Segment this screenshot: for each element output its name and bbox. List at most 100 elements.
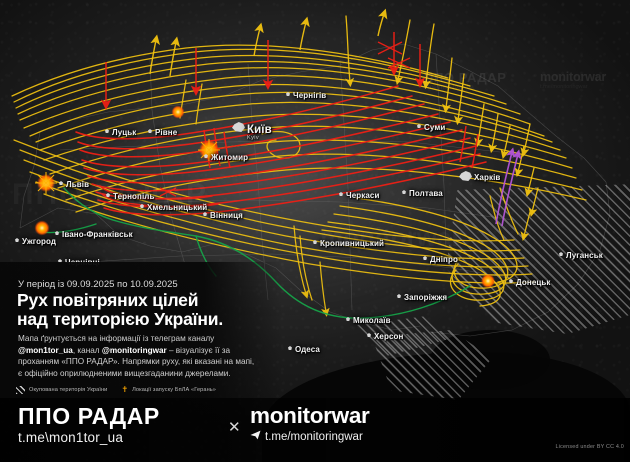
city-marker [417, 124, 421, 128]
city-name: Чернігів [293, 91, 327, 100]
ppo-radar-url[interactable]: t.me\mon1tor_ua [18, 430, 124, 445]
legend-item-occupied: Окупована територія України [16, 386, 107, 394]
city-marker [106, 193, 110, 197]
city-name-latin: Kyiv [247, 135, 259, 141]
ppo-radar-logo[interactable]: ППО РАДАР t.me\mon1tor_ua [18, 404, 160, 445]
city-label: Рівне [155, 128, 177, 137]
handle-mon1tor-ua[interactable]: @mon1tor_ua [18, 345, 73, 355]
desc-line-4: є офіційно оприлюдненими вищезгаданини д… [18, 368, 231, 378]
city-name: Житомир [211, 153, 249, 162]
desc-line-3: проханням «ППО РАДАР». Напрямки руху, як… [18, 357, 255, 367]
desc-mid-1: , канал [72, 345, 102, 355]
city-name: Львів [66, 180, 90, 189]
city-label: Черкаси [346, 191, 379, 200]
city-marker [204, 154, 208, 158]
title-line-2: над територією України. [17, 309, 223, 329]
launch-pin-icon: ✝ [121, 385, 129, 394]
city-name: Київ [247, 124, 272, 136]
cross-separator-icon: ✕ [228, 419, 241, 436]
city-name: Донецьк [516, 278, 551, 287]
city-label: Вінниця [210, 211, 243, 220]
city-label: Луцьк [112, 128, 136, 137]
city-label: Миколаїв [353, 316, 391, 325]
telegram-plane-icon [250, 430, 261, 443]
desc-mid-2: – візуалізує її за [166, 345, 231, 355]
city-name: Кропивницький [320, 239, 385, 248]
city-marker [232, 122, 245, 132]
city-name: Ужгород [22, 237, 57, 246]
city-name: Івано-Франківськ [62, 230, 133, 239]
monitorwar-url-row[interactable]: t.me/monitoringwar [250, 430, 370, 443]
city-marker [346, 317, 350, 321]
city-name: Одеса [295, 345, 320, 354]
info-panel [0, 262, 282, 398]
city-name: Луцьк [112, 128, 137, 137]
city-label: Київ Kyiv [247, 124, 272, 141]
launch-site-markers [34, 105, 495, 288]
city-marker [397, 294, 401, 298]
city-label: Одеса [295, 345, 320, 354]
city-label: Львів [66, 180, 89, 189]
city-marker [58, 259, 62, 263]
city-name: Суми [424, 123, 446, 132]
city-marker [105, 129, 109, 133]
city-label: Суми [424, 123, 445, 132]
city-label: Херсон [374, 332, 403, 341]
page-title: Рух повітряних цілей над територією Укра… [17, 291, 223, 329]
city-name: Полтава [409, 189, 443, 198]
city-label: Житомир [211, 153, 248, 162]
map-legend: Окупована територія України ✝ Локації за… [16, 386, 216, 394]
city-name: Черкаси [346, 191, 380, 200]
city-name: Тернопіль [113, 192, 155, 201]
city-label: Полтава [409, 189, 443, 198]
city-label: Запоріжжя [404, 293, 447, 302]
city-label: Дніпро [430, 255, 458, 264]
city-name: Вінниця [210, 211, 243, 220]
city-marker [339, 192, 343, 196]
city-name: Миколаїв [353, 316, 391, 325]
period-label: У період із 09.09.2025 по 10.09.2025 [18, 279, 178, 290]
city-marker [55, 231, 59, 235]
city-marker [459, 171, 472, 181]
ppo-radar-name: ППО РАДАР [18, 403, 160, 429]
city-label: Луганськ [566, 251, 603, 260]
legend-item-launch-sites: ✝ Локації запуску БпЛА «Герань» [121, 386, 216, 394]
monitorwar-logo[interactable]: monitorwar t.me/monitoringwar [250, 404, 370, 443]
city-marker [286, 92, 290, 96]
city-marker [509, 279, 513, 283]
city-name: Хмельницький [147, 203, 208, 212]
city-label: Кропивницький [320, 239, 384, 248]
handle-monitoringwar[interactable]: @monitoringwar [101, 345, 167, 355]
footer-bar [0, 398, 630, 462]
city-marker [15, 238, 19, 242]
city-marker [402, 190, 406, 194]
city-name: Рівне [155, 128, 178, 137]
city-marker [367, 333, 371, 337]
city-marker [288, 346, 292, 350]
hatch-swatch-icon [16, 386, 25, 394]
title-line-1: Рух повітряних цілей [17, 290, 199, 310]
city-label: Тернопіль [113, 192, 155, 201]
desc-line-1: Мапа ґрунтується на інформації із телегр… [18, 334, 215, 343]
city-name: Херсон [374, 332, 404, 341]
description-text: Мапа ґрунтується на інформації із телегр… [18, 333, 270, 379]
city-name: Луганськ [566, 251, 603, 260]
city-label: Івано-Франківськ [62, 230, 133, 239]
city-name: Дніпро [430, 255, 458, 264]
license-note: Licensed under BY CC 4.0 [555, 444, 624, 450]
city-label: Харків [474, 173, 500, 182]
legend-launch-label: Локації запуску БпЛА «Герань» [132, 387, 216, 393]
sea-of-azov [430, 330, 550, 390]
city-marker [59, 181, 63, 185]
monitorwar-url-text: t.me/monitoringwar [265, 430, 363, 443]
city-label: Донецьк [516, 278, 551, 287]
city-marker [148, 129, 152, 133]
city-marker [313, 240, 317, 244]
city-name: Харків [474, 173, 501, 182]
legend-occupied-label: Окупована територія України [29, 387, 108, 393]
city-label: Хмельницький [147, 203, 207, 212]
city-marker [423, 256, 427, 260]
city-label: Ужгород [22, 237, 56, 246]
